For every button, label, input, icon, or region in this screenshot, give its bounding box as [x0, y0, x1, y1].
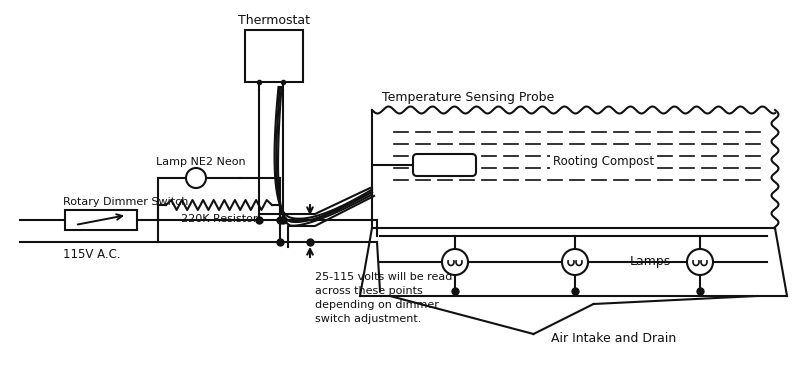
Text: Temperature Sensing Probe: Temperature Sensing Probe: [382, 92, 554, 105]
Circle shape: [442, 249, 468, 275]
Text: Rooting Compost: Rooting Compost: [553, 156, 654, 168]
Text: Thermostat: Thermostat: [238, 13, 310, 27]
Bar: [65, 210, 137, 230]
Circle shape: [186, 168, 206, 188]
Circle shape: [562, 249, 588, 275]
Bar: [245, 30, 303, 82]
Circle shape: [687, 249, 713, 275]
Text: Air Intake and Drain: Air Intake and Drain: [551, 333, 676, 345]
FancyBboxPatch shape: [413, 154, 476, 176]
Text: Rotary Dimmer Switch: Rotary Dimmer Switch: [63, 197, 188, 207]
Text: 25-115 volts will be read
across these points
depending on dimmer
switch adjustm: 25-115 volts will be read across these p…: [315, 272, 452, 324]
Text: 220K Resistor: 220K Resistor: [181, 214, 258, 224]
Text: 115V A.C.: 115V A.C.: [63, 248, 121, 261]
Text: Lamps: Lamps: [630, 255, 671, 268]
Text: Lamp NE2 Neon: Lamp NE2 Neon: [156, 157, 246, 167]
